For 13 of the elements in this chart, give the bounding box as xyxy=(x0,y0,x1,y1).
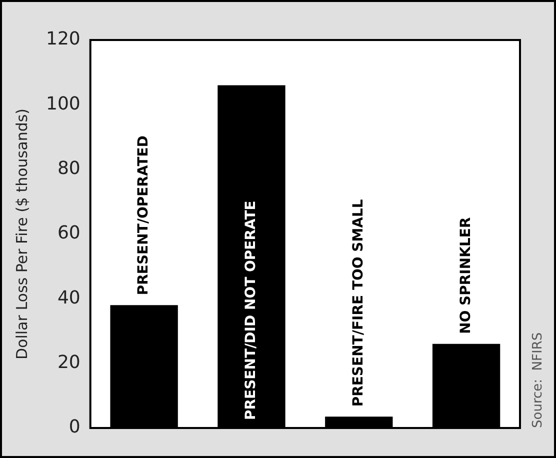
source-note: Source: NFIRS xyxy=(530,332,546,428)
y-tick-label: 80 xyxy=(57,158,80,180)
y-tick-label: 40 xyxy=(57,287,80,308)
y-tick-label: 120 xyxy=(46,28,80,50)
x-tick-label: NO SPRINKLER xyxy=(458,217,474,334)
y-tick-label: 60 xyxy=(57,222,80,244)
y-tick-label: 0 xyxy=(68,416,80,438)
x-tick-label: PRESENT/OPERATED xyxy=(136,136,152,296)
y-tick-label: 20 xyxy=(57,352,80,374)
x-tick-label: PRESENT/FIRE TOO SMALL xyxy=(350,199,367,407)
y-axis-title: Dollar Loss Per Fire ($ thousands) xyxy=(12,108,31,360)
x-tick-label: PRESENT/DID NOT OPERATE xyxy=(243,200,260,420)
y-tick-label: 100 xyxy=(46,93,80,114)
